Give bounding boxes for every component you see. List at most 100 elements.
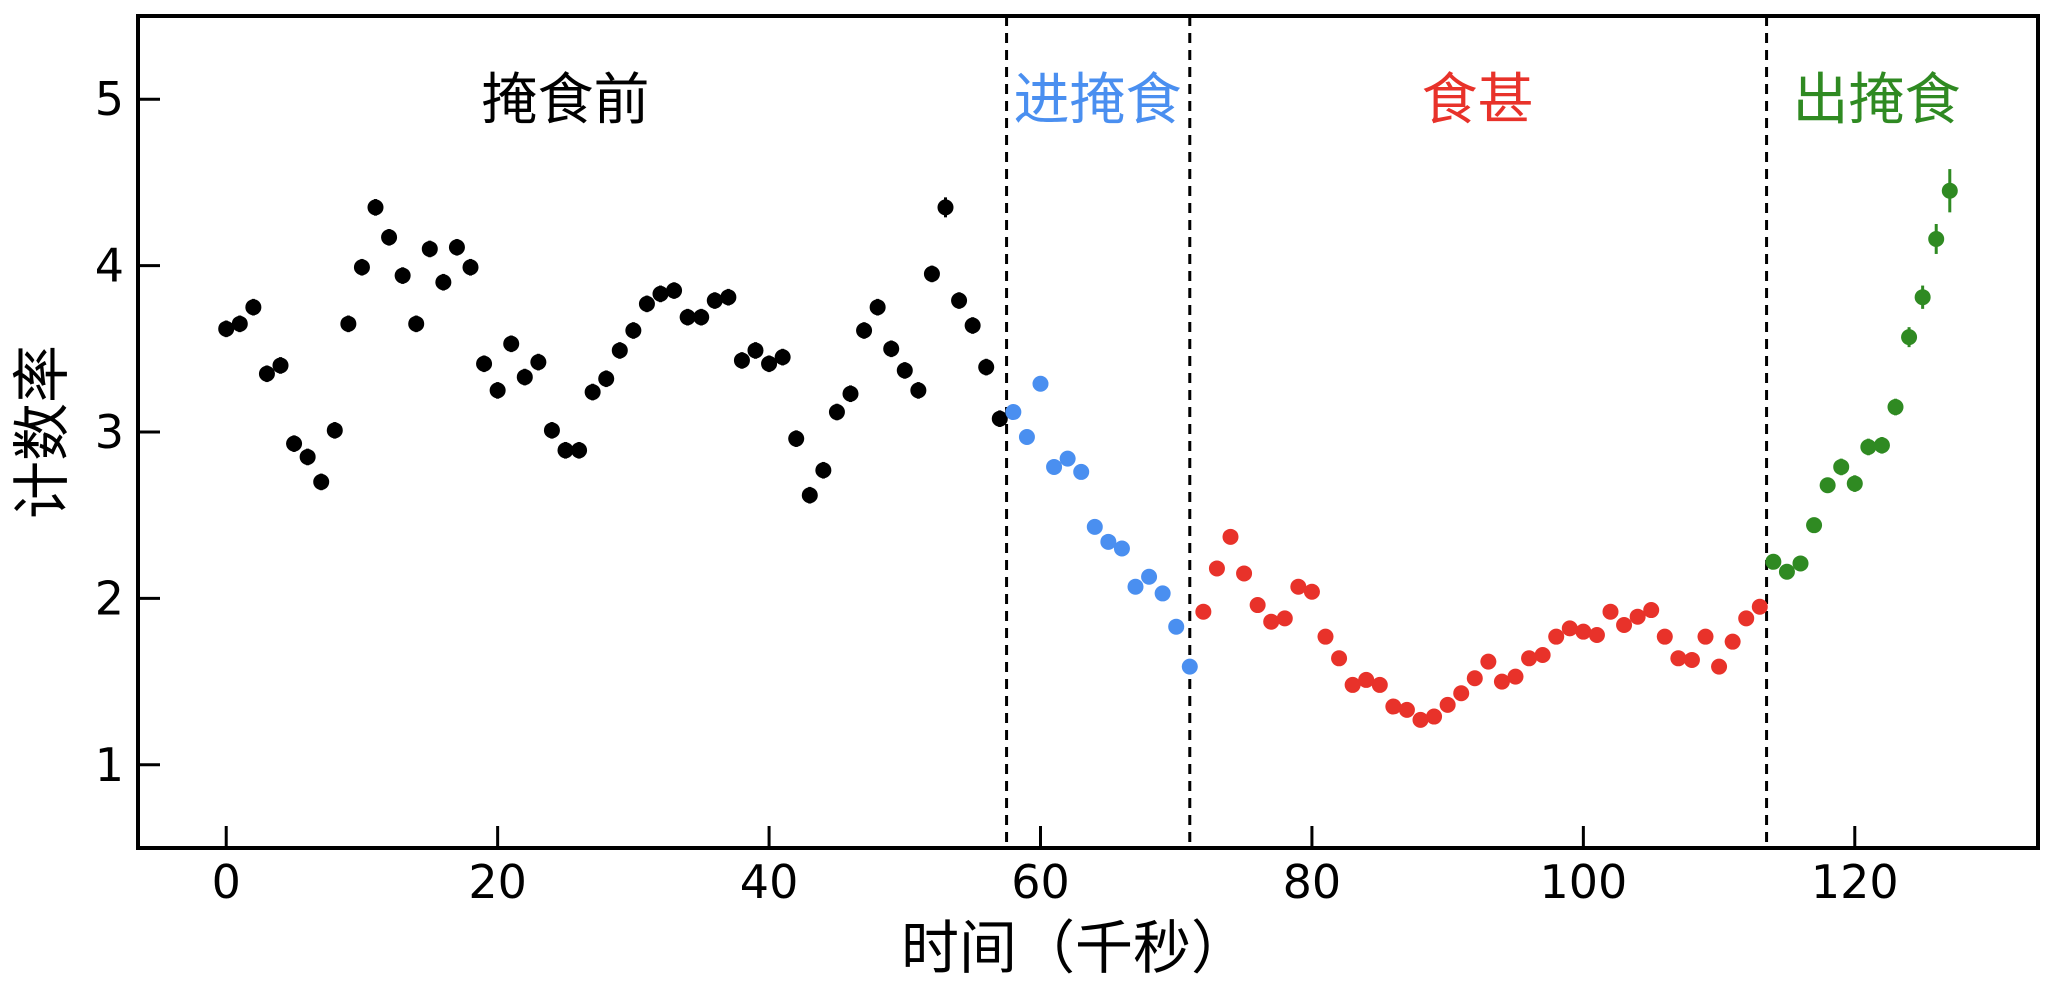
x-tick-label: 80: [1283, 855, 1342, 909]
phase-label: 进掩食: [1014, 68, 1182, 133]
x-tick-label: 120: [1811, 855, 1899, 909]
data-point: [1086, 518, 1103, 535]
data-point: [611, 342, 628, 359]
data-point: [503, 335, 520, 352]
data-point: [1046, 458, 1063, 475]
data-point: [1032, 375, 1049, 392]
data-point: [1670, 650, 1687, 667]
data-point: [1683, 651, 1700, 668]
data-point: [747, 342, 764, 359]
data-point: [1181, 658, 1198, 675]
data-point: [1928, 230, 1945, 247]
y-axis-title: 计数率: [8, 345, 76, 519]
data-point: [1276, 610, 1293, 627]
plot-frame: [136, 14, 2040, 850]
data-point: [625, 322, 642, 339]
y-tick-label: 4: [95, 239, 124, 293]
data-point: [516, 369, 533, 386]
data-point: [910, 382, 927, 399]
data-point: [1412, 711, 1429, 728]
data-point: [774, 349, 791, 366]
data-point: [1548, 628, 1565, 645]
data-point: [1168, 618, 1185, 635]
data-point: [1331, 650, 1348, 667]
data-point: [1371, 676, 1388, 693]
data-point: [1073, 463, 1090, 480]
data-point: [408, 315, 425, 332]
data-point: [394, 267, 411, 284]
data-point: [435, 274, 452, 291]
data-point: [991, 410, 1008, 427]
data-point: [245, 299, 262, 316]
data-point: [258, 365, 275, 382]
data-point: [1493, 673, 1510, 690]
data-point: [1738, 610, 1755, 627]
series-2: [1195, 528, 1768, 728]
data-point: [1263, 613, 1280, 630]
data-point: [896, 362, 913, 379]
data-point: [801, 487, 818, 504]
data-point: [1208, 560, 1225, 577]
data-point: [557, 442, 574, 459]
data-point: [1358, 671, 1375, 688]
phase-boundaries: [1005, 16, 1769, 848]
data-point: [1222, 528, 1239, 545]
data-point: [1575, 623, 1592, 640]
data-point: [218, 320, 235, 337]
data-point: [1873, 437, 1890, 454]
data-point: [1453, 685, 1470, 702]
data-point: [1521, 650, 1538, 667]
data-point: [638, 295, 655, 312]
data-point: [1154, 585, 1171, 602]
data-point: [1887, 399, 1904, 416]
data-point: [937, 199, 954, 216]
data-point: [299, 448, 316, 465]
data-point: [1344, 676, 1361, 693]
x-axis-title: 时间（千秒）: [901, 914, 1249, 982]
data-point: [1846, 475, 1863, 492]
data-point: [367, 199, 384, 216]
data-point: [1751, 598, 1768, 615]
data-point: [1005, 404, 1022, 421]
y-tick-label: 1: [95, 738, 124, 792]
x-tick-label: 100: [1539, 855, 1627, 909]
data-point: [448, 239, 465, 256]
data-point: [1249, 597, 1266, 614]
data-point: [421, 240, 438, 257]
data-point: [1711, 658, 1728, 675]
data-point: [964, 317, 981, 334]
phase-label: 出掩食: [1793, 68, 1961, 133]
data-point: [1480, 653, 1497, 670]
y-tick-label: 2: [95, 571, 124, 625]
data-point: [1426, 708, 1443, 725]
data-point: [1113, 540, 1130, 557]
data-point: [272, 357, 289, 374]
phase-labels: 掩食前 进掩食 食甚 出掩食: [482, 68, 1961, 133]
data-point: [1398, 701, 1415, 718]
data-point: [1602, 603, 1619, 620]
data-point: [1317, 628, 1334, 645]
data-point: [1806, 517, 1823, 534]
data-point: [476, 355, 493, 372]
data-point: [1439, 696, 1456, 713]
data-point: [761, 355, 778, 372]
data-point: [1290, 578, 1307, 595]
data-point: [1303, 583, 1320, 600]
data-point: [951, 292, 968, 309]
data-point: [353, 259, 370, 276]
series-1: [1005, 375, 1198, 675]
data-point: [1901, 329, 1918, 346]
data-point: [584, 384, 601, 401]
data-point: [543, 422, 560, 439]
data-point: [340, 315, 357, 332]
data-point: [1059, 450, 1076, 467]
data-point: [1561, 620, 1578, 637]
data-point: [815, 462, 832, 479]
data-point: [1819, 477, 1836, 494]
data-point: [1195, 603, 1212, 620]
data-point: [706, 292, 723, 309]
y-tick-label: 3: [95, 405, 124, 459]
data-point: [489, 382, 506, 399]
data-point: [1507, 668, 1524, 685]
data-point: [1466, 670, 1483, 687]
